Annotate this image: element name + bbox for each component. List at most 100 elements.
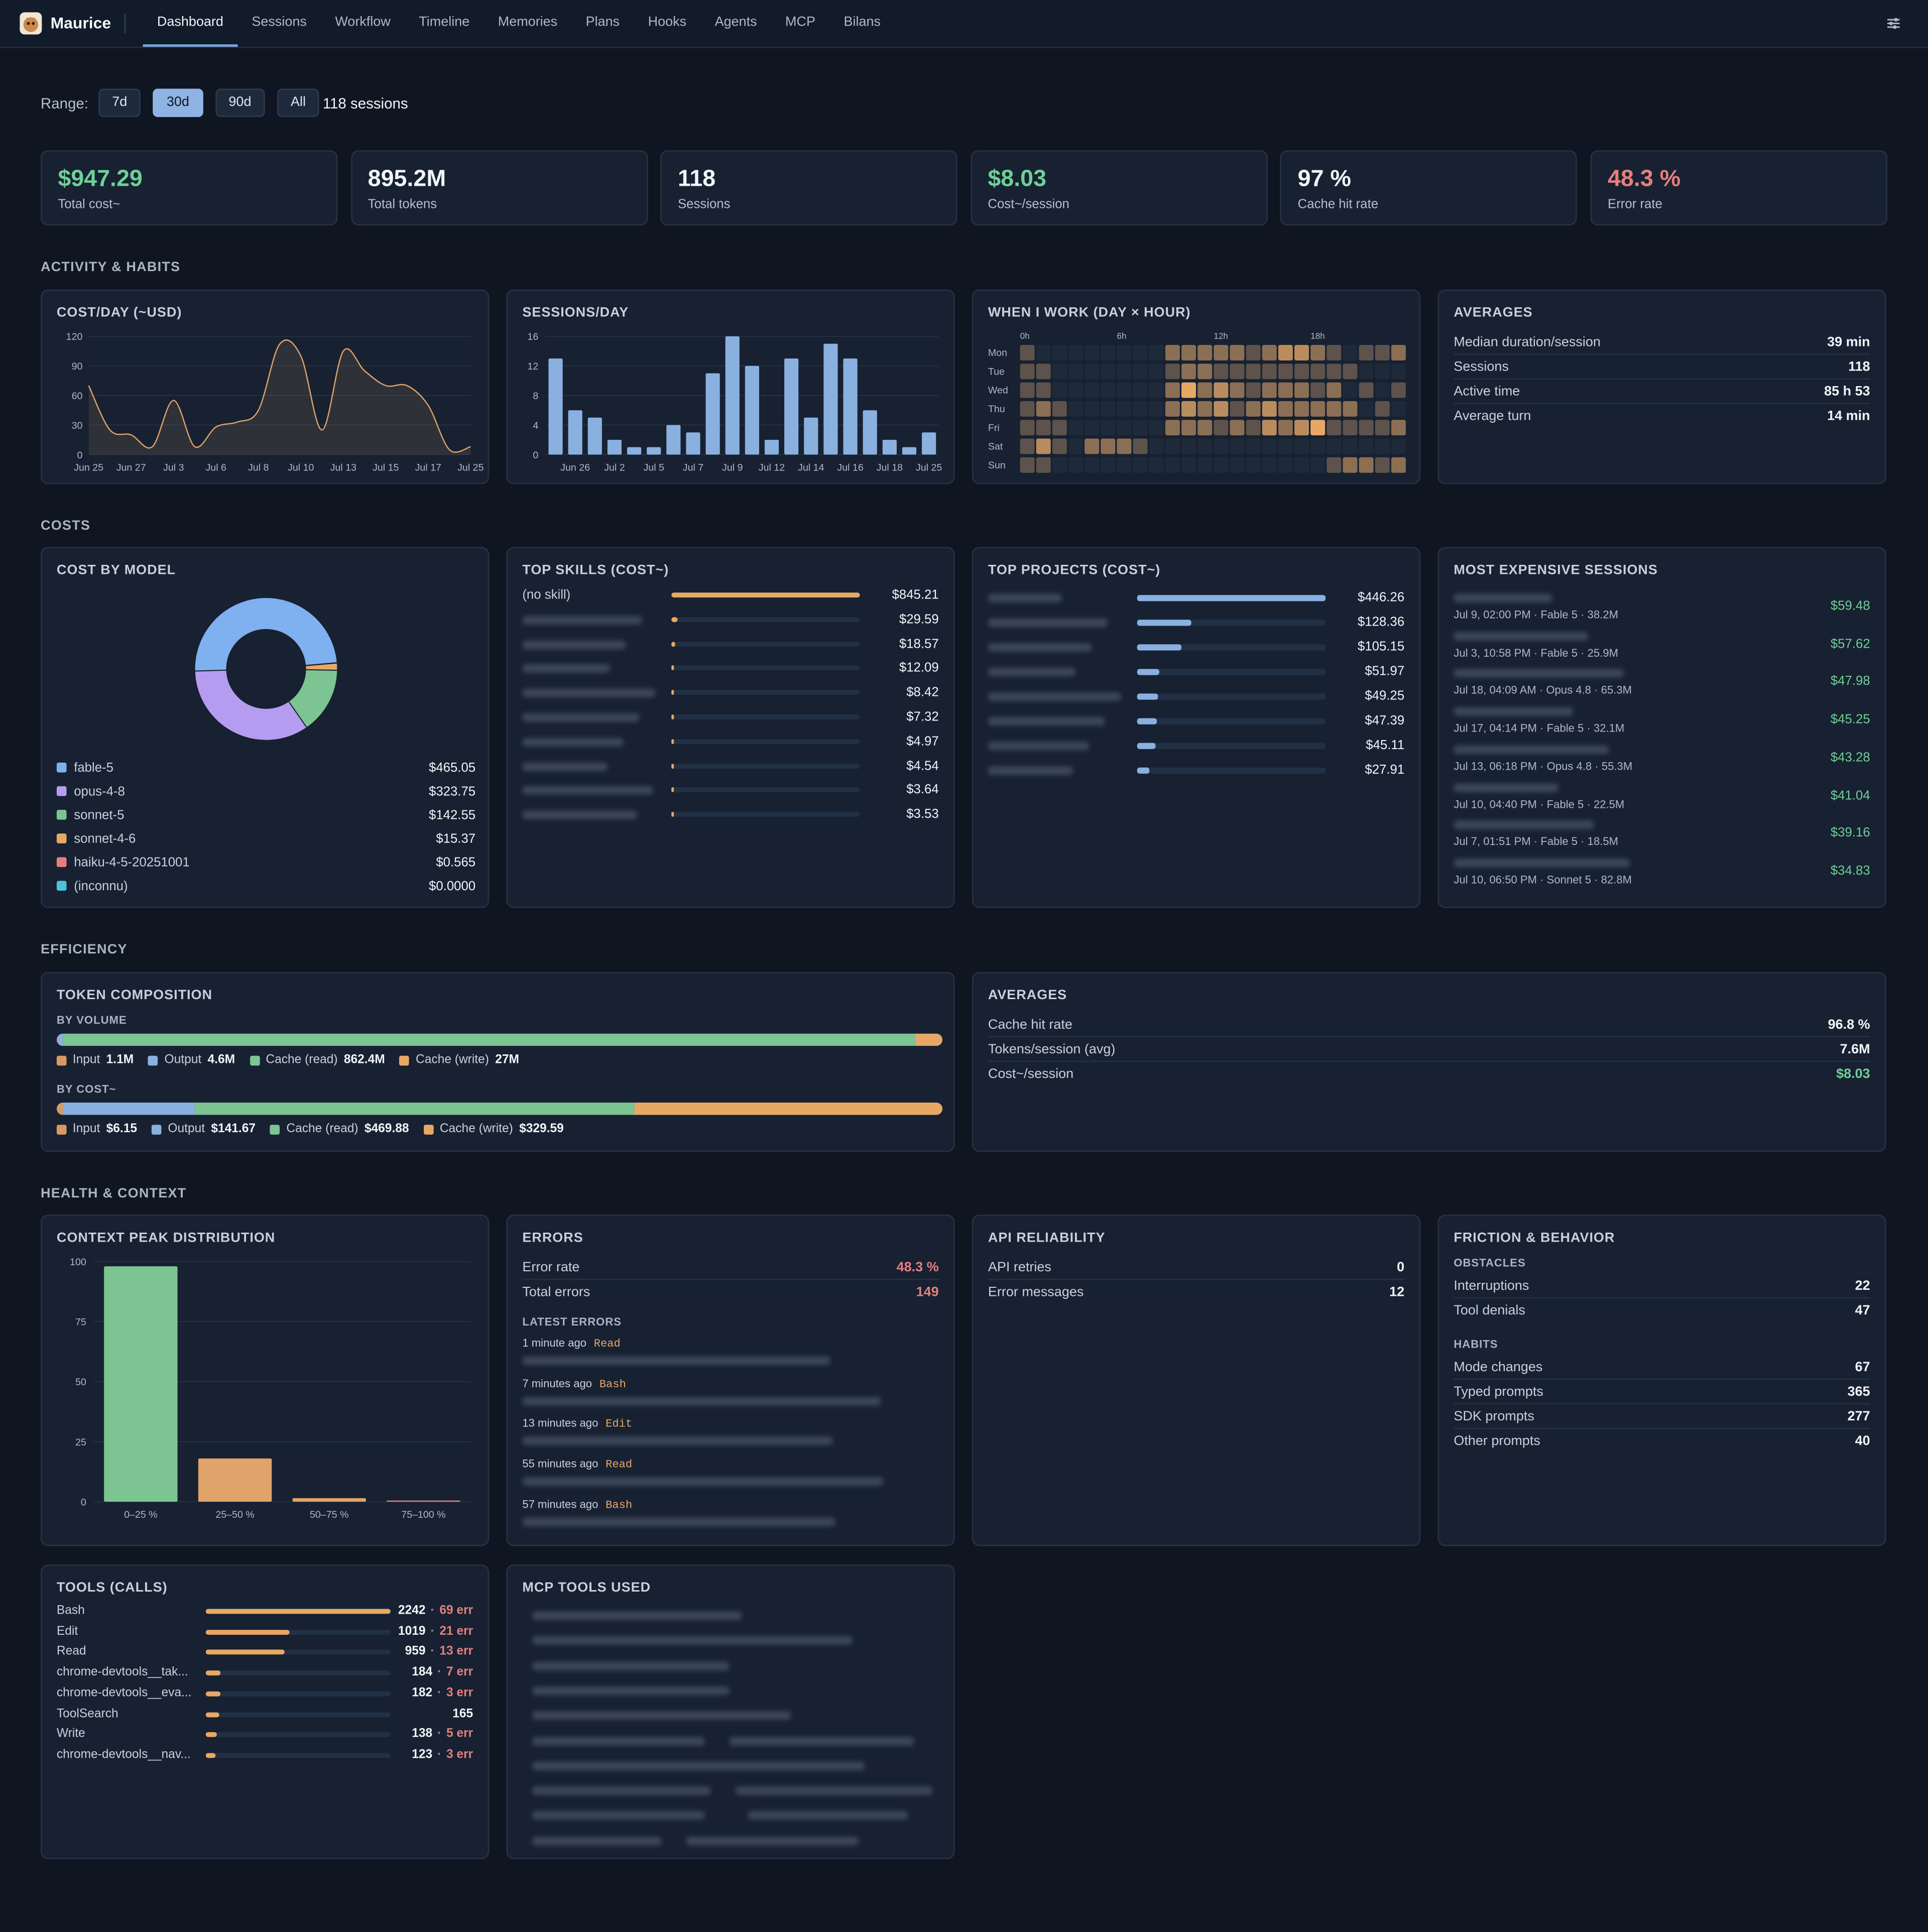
error-line: 1 minute ago Read — [522, 1337, 620, 1350]
legend-value: $469.88 — [364, 1122, 409, 1136]
blurred-text — [988, 717, 1105, 726]
bar — [671, 592, 860, 598]
bar-segment — [915, 1033, 942, 1046]
blurred-text — [522, 640, 626, 649]
heat-cell — [1020, 401, 1035, 417]
session-meta: Jul 17, 04:14 PM · Fable 5 · 32.1M — [1454, 722, 1625, 735]
nav-tab[interactable]: Dashboard — [143, 0, 238, 47]
bar — [292, 1498, 366, 1502]
bar-track — [671, 665, 860, 671]
blurred-text — [522, 786, 653, 795]
bar — [1137, 717, 1157, 724]
tool-errors: 13 err — [426, 1645, 473, 1659]
nav-tab[interactable]: Sessions — [252, 15, 307, 30]
legend-swatch — [400, 1055, 410, 1065]
heat-cell — [1020, 457, 1035, 473]
nav-tab[interactable]: Workflow — [335, 15, 391, 30]
heat-cell — [1068, 420, 1083, 436]
card: SESSIONS/DAY 0 4 8 12 16 Jun 26 Jul 2 Jul 5 Jul 7… — [506, 289, 955, 485]
heat-cell — [1375, 457, 1390, 473]
heat-cell — [1133, 364, 1148, 380]
heat-cell — [1052, 401, 1067, 417]
error-line: 13 minutes ago Edit — [522, 1417, 632, 1431]
nav-tab[interactable]: Hooks — [648, 15, 687, 30]
heat-cell — [1052, 382, 1067, 398]
nav-tab[interactable]: MCP — [785, 15, 816, 30]
bar-track — [671, 739, 860, 744]
x-tick-label: Jun 27 — [116, 462, 146, 473]
heat-cell — [1278, 420, 1293, 436]
legend-label: haiku-4-5-20251001 — [74, 856, 189, 870]
brand: Maurice — [50, 13, 111, 32]
subheading: LATEST ERRORS — [522, 1315, 622, 1329]
card-title: COST BY MODEL — [56, 563, 176, 578]
nav-tab[interactable]: Agents — [714, 15, 757, 30]
bar-track — [1137, 717, 1326, 724]
tool-calls: 1019 — [398, 1624, 426, 1638]
nav-tab[interactable]: Bilans — [844, 15, 881, 30]
bar — [671, 617, 678, 622]
heat-cell — [1343, 382, 1358, 398]
legend-value: $15.37 — [436, 832, 475, 846]
row-label: Sat — [988, 441, 1003, 452]
heat-cell — [1278, 364, 1293, 380]
heat-cell — [1197, 401, 1213, 417]
heat-cell — [1101, 364, 1116, 380]
heat-cell — [1246, 420, 1261, 436]
bar-track — [671, 617, 860, 622]
range-button[interactable]: 7d — [98, 88, 141, 117]
row-value: 47 — [1855, 1303, 1870, 1318]
range-button[interactable]: 30d — [153, 88, 203, 117]
heat-cell — [1230, 382, 1245, 398]
heat-cell — [1391, 420, 1406, 436]
heat-cell — [1230, 420, 1245, 436]
blurred-text — [532, 1736, 705, 1745]
heat-cell — [1165, 438, 1180, 454]
y-tick-label: 12 — [527, 361, 538, 372]
bar-track — [205, 1691, 391, 1697]
nav-tab[interactable]: Memories — [498, 15, 558, 30]
legend-label: Cache (read) — [286, 1122, 358, 1136]
row-value: 149 — [916, 1285, 939, 1300]
bar — [882, 439, 897, 455]
card: TOP SKILLS (COST~) (no skill) $845.21 $29.5… — [506, 547, 955, 908]
heat-cell — [1246, 345, 1261, 360]
x-tick-label: Jul 13 — [330, 462, 356, 473]
range-button[interactable]: All — [277, 88, 319, 117]
nav-tab[interactable]: Plans — [585, 15, 620, 30]
error-tool: Bash — [606, 1499, 633, 1512]
x-tick-label: Jul 14 — [798, 462, 824, 473]
heat-cell — [1294, 420, 1309, 436]
row-label: Total errors — [522, 1285, 590, 1300]
session-cost: $41.04 — [1830, 788, 1870, 803]
column-label: 18h — [1310, 331, 1325, 341]
donut-segment — [194, 669, 308, 741]
row-separator — [1454, 403, 1870, 404]
heat-cell — [1133, 420, 1148, 436]
card: MOST EXPENSIVE SESSIONS Jul 9, 02:00 PM ·… — [1437, 547, 1886, 908]
item-value: $45.11 — [1366, 738, 1405, 753]
heat-cell — [1375, 364, 1390, 380]
bar — [587, 417, 602, 455]
x-tick-label: Jul 2 — [604, 462, 625, 473]
nav-tab[interactable]: Timeline — [419, 15, 470, 30]
bar — [1137, 693, 1158, 699]
blurred-text — [522, 713, 640, 722]
settings-icon[interactable] — [1886, 16, 1901, 31]
legend-item: Cache (read) 862.4M — [250, 1053, 385, 1067]
heat-cell — [1214, 364, 1229, 380]
legend-label: Output — [164, 1053, 202, 1067]
heat-cell — [1101, 457, 1116, 473]
x-tick-label: Jul 8 — [248, 462, 269, 473]
tool-value: 1823 err — [412, 1685, 473, 1702]
heat-cell — [1294, 382, 1309, 398]
legend-swatch — [148, 1055, 159, 1065]
row-value: 22 — [1855, 1278, 1870, 1294]
section-title: EFFICIENCY — [40, 942, 128, 957]
heat-cell — [1230, 401, 1245, 417]
bar — [198, 1458, 272, 1502]
range-button[interactable]: 90d — [215, 88, 265, 117]
session-meta: Jul 18, 04:09 AM · Opus 4.8 · 65.3M — [1454, 684, 1632, 697]
bar — [548, 358, 563, 455]
item-value: $8.42 — [906, 685, 939, 700]
